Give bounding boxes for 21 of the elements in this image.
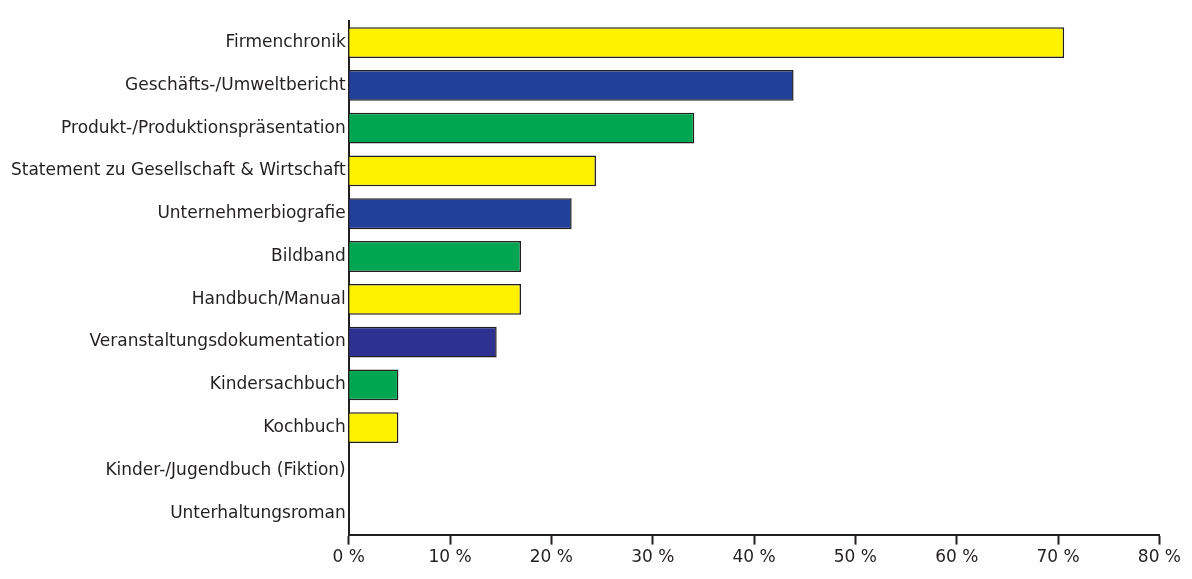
y-tick-label: Kochbuch bbox=[263, 416, 346, 437]
y-tick-label: Unternehmerbiografie bbox=[157, 202, 346, 223]
x-tick-label: 70 % bbox=[1036, 546, 1080, 567]
x-tick-label: 80 % bbox=[1137, 546, 1182, 567]
y-tick-label: Statement zu Gesellschaft & Wirtschaft bbox=[10, 159, 347, 180]
x-tick-label: 50 % bbox=[833, 546, 877, 567]
y-tick-label: Veranstaltungsdokumentation bbox=[89, 330, 346, 351]
x-tick-label: 60 % bbox=[935, 546, 979, 567]
y-tick-label: Unterhaltungsroman bbox=[170, 501, 346, 522]
x-tick-label: 10 % bbox=[428, 546, 472, 567]
y-tick-label: Produkt-/Produktionspräsentation bbox=[61, 116, 346, 137]
y-tick-label: Kindersachbuch bbox=[209, 373, 346, 394]
y-tick-label: Geschäfts-/Umweltbericht bbox=[125, 73, 347, 94]
y-tick-label: Bildband bbox=[271, 244, 346, 265]
y-tick-label: Handbuch/Manual bbox=[191, 287, 346, 308]
x-tick-label: 40 % bbox=[732, 546, 776, 567]
x-tick-label: 0 % bbox=[332, 546, 365, 567]
y-tick-label: Kinder-/Jugendbuch (Fiktion) bbox=[105, 458, 346, 479]
y-tick-label: Firmenchronik bbox=[225, 31, 346, 52]
x-tick-label: 30 % bbox=[631, 546, 675, 567]
x-tick-label: 20 % bbox=[529, 546, 573, 567]
